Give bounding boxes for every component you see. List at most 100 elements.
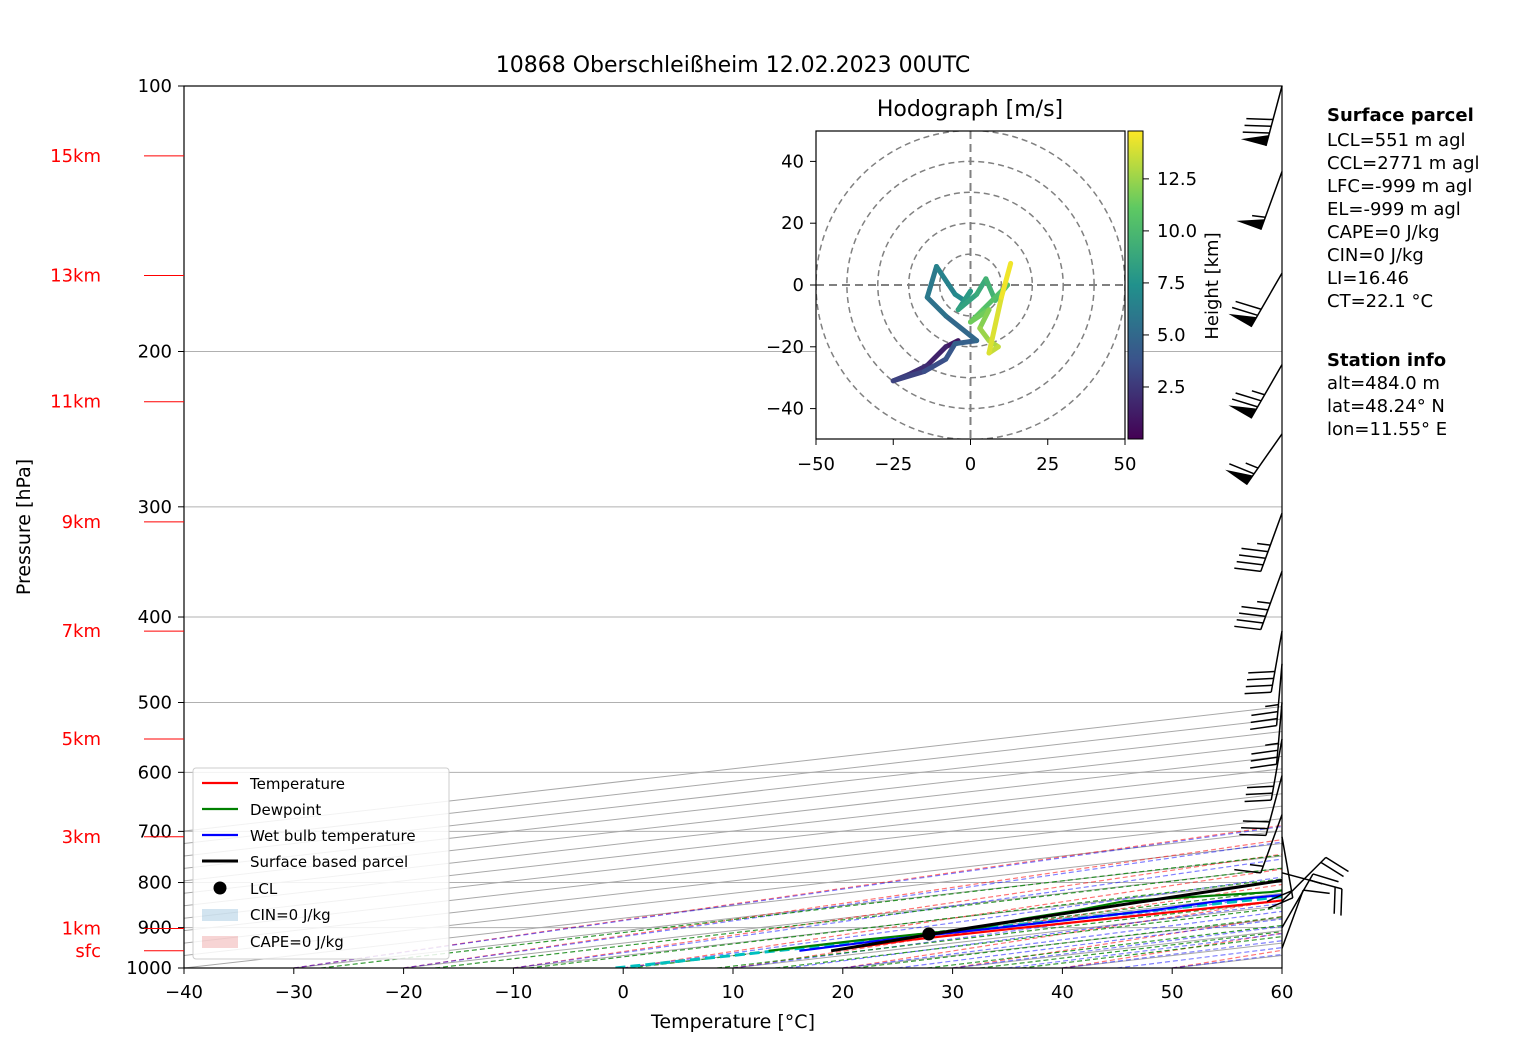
station-alt: alt=484.0 m: [1327, 373, 1440, 394]
x-tick-label: 60: [1271, 982, 1294, 1003]
y-tick-label: 500: [138, 692, 172, 713]
colorbar-tick-label: 5.0: [1157, 325, 1186, 346]
wind-barb-full: [1237, 562, 1263, 565]
wind-barb-full: [1245, 692, 1272, 693]
wind-barb-shaft: [1261, 513, 1282, 571]
wind-barb: [1241, 86, 1282, 146]
wind-barb-full: [1243, 132, 1270, 133]
wind-barb: [1236, 171, 1282, 229]
y-tick-label: 100: [138, 76, 172, 97]
wind-barb-full: [1234, 568, 1260, 571]
wind-barb-full: [1241, 548, 1267, 551]
wind-barb-shaft: [1282, 837, 1293, 898]
wind-barb-full: [1341, 889, 1342, 916]
hodograph-y-tick-label: 40: [781, 151, 804, 172]
wind-barb-half: [1252, 391, 1265, 395]
legend-label-parcel: Surface based parcel: [250, 853, 408, 871]
parcel-ct: CT=22.1 °C: [1327, 291, 1433, 312]
wind-barb: [1239, 776, 1282, 836]
wind-barb-half: [1310, 880, 1323, 884]
wind-barb-full: [1239, 613, 1265, 616]
wind-barb-full: [1241, 828, 1268, 829]
wind-barb-full: [1246, 119, 1273, 120]
wind-barb: [1234, 571, 1282, 629]
wind-barb-full: [1245, 800, 1272, 801]
parcel-li: LI=16.46: [1327, 268, 1409, 289]
legend-label-cape: CAPE=0 J/kg: [250, 933, 344, 951]
legend-label-lcl: LCL: [250, 880, 278, 898]
wind-barb-shaft: [1251, 273, 1282, 327]
wind-barb-full: [1232, 399, 1258, 407]
wind-barb-pennant: [1241, 135, 1269, 146]
hodograph-x-tick-label: 0: [965, 454, 976, 475]
wind-barb-full: [1234, 626, 1260, 629]
station-lat: lat=48.24° N: [1327, 396, 1445, 417]
x-tick-label: −10: [494, 982, 532, 1003]
wind-barb-shaft: [1282, 857, 1326, 901]
height-label: 11km: [50, 392, 101, 413]
x-tick-label: 10: [722, 982, 745, 1003]
x-axis-label: Temperature [°C]: [650, 1011, 815, 1033]
colorbar-tick-label: 10.0: [1157, 221, 1197, 242]
y-axis-label: Pressure [hPa]: [13, 459, 35, 595]
parcel-ccl: CCL=2771 m agl: [1327, 153, 1480, 174]
legend-marker-lcl: [214, 882, 227, 895]
colorbar-tick-label: 7.5: [1157, 273, 1186, 294]
wind-barb-half: [1257, 543, 1270, 545]
wind-barb-full: [1250, 726, 1276, 730]
surface-parcel-info: Surface parcel LCL=551 m agl CCL=2771 m …: [1327, 105, 1480, 312]
height-label: 3km: [62, 827, 101, 848]
wind-barb: [1245, 739, 1282, 801]
wind-barb-full: [1247, 678, 1274, 679]
hodograph-title: Hodograph [m/s]: [877, 97, 1063, 122]
height-label: 13km: [50, 265, 101, 286]
y-tick-label: 800: [138, 873, 172, 894]
legend-label-temperature: Temperature: [249, 775, 345, 793]
station-info-heading: Station info: [1327, 350, 1446, 371]
surface-parcel-heading: Surface parcel: [1327, 105, 1474, 126]
wind-barb: [1225, 434, 1282, 485]
station-lon: lon=11.55° E: [1327, 419, 1447, 440]
y-tick-label: 1000: [126, 958, 172, 979]
wind-barb-half: [1250, 865, 1263, 867]
wind-barb: [1245, 631, 1282, 693]
height-label: sfc: [75, 941, 101, 962]
wind-barb-full: [1237, 620, 1263, 623]
hodograph-y-tick-label: 20: [781, 213, 804, 234]
parcel-cin: CIN=0 J/kg: [1327, 245, 1424, 266]
wind-barb: [1282, 873, 1342, 916]
hodograph-colorbar: [1128, 131, 1143, 439]
height-label: 9km: [62, 512, 101, 533]
legend-label-dewpoint: Dewpoint: [250, 801, 321, 819]
x-tick-label: −20: [385, 982, 423, 1003]
hodograph-x-tick-label: −50: [797, 454, 835, 475]
x-tick-label: 0: [617, 982, 628, 1003]
wind-barb-full: [1326, 857, 1349, 871]
hodograph-x-tick-label: −25: [874, 454, 912, 475]
wind-barb-full: [1236, 393, 1262, 401]
wind-barb-half: [1257, 602, 1270, 604]
wind-barb-full: [1246, 685, 1273, 686]
height-label: 15km: [50, 146, 101, 167]
y-tick-label: 300: [138, 497, 172, 518]
wind-barb: [1250, 664, 1282, 729]
hodograph-y-tick-label: −40: [766, 399, 804, 420]
hodograph-x-tick-label: 25: [1036, 454, 1059, 475]
wind-barb-full: [1246, 793, 1273, 794]
wind-barb-full: [1251, 712, 1277, 716]
wind-barb-shaft: [1261, 171, 1282, 229]
parcel-cape: CAPE=0 J/kg: [1327, 222, 1440, 243]
wind-barb-full: [1247, 786, 1274, 787]
parcel-lcl: LCL=551 m agl: [1327, 130, 1466, 151]
wind-barb-half: [1246, 463, 1258, 468]
hodograph-x-tick-label: 50: [1114, 454, 1137, 475]
parcel-el: EL=-999 m agl: [1327, 199, 1461, 220]
wind-barb: [1234, 513, 1282, 571]
legend-label-wetbulb: Wet bulb temperature: [250, 827, 416, 845]
wind-barb-full: [1232, 308, 1258, 316]
wind-barb-full: [1239, 555, 1265, 558]
